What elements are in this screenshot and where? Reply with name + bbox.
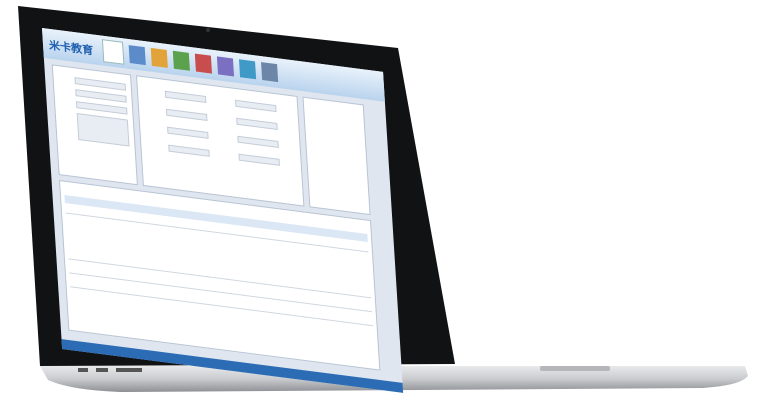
screen: 米卡教育 [42,28,404,393]
top-bar [42,28,385,102]
port [78,368,88,372]
icon [238,59,257,80]
icon [172,50,190,71]
table-header [64,195,368,242]
panel-form [135,75,305,207]
panel-side [302,96,371,216]
form-fields [74,77,280,166]
port [96,368,108,372]
table-rows [65,212,374,327]
icon [101,39,125,65]
status-bar [61,339,404,393]
icon [216,56,235,77]
icon [261,62,279,83]
icon [150,47,168,68]
camera [206,28,210,32]
icon [194,53,213,74]
toolbar-icons [101,39,279,83]
port [116,368,142,372]
icon [128,45,146,66]
logo: 米卡教育 [48,38,94,58]
hinge-notch [540,366,610,371]
